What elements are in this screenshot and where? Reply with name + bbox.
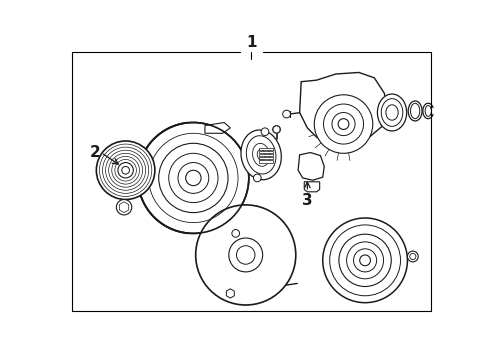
- Circle shape: [232, 230, 240, 237]
- Text: 3: 3: [302, 193, 313, 208]
- Ellipse shape: [408, 101, 422, 121]
- Polygon shape: [259, 160, 273, 163]
- Circle shape: [408, 251, 418, 262]
- Circle shape: [138, 122, 249, 233]
- Circle shape: [272, 126, 280, 133]
- Polygon shape: [215, 222, 249, 243]
- Circle shape: [314, 95, 373, 153]
- Polygon shape: [259, 157, 273, 159]
- Circle shape: [97, 141, 155, 199]
- Circle shape: [261, 128, 269, 136]
- Polygon shape: [304, 182, 319, 192]
- Text: 1: 1: [246, 35, 256, 50]
- Circle shape: [283, 110, 291, 118]
- Text: 2: 2: [90, 145, 100, 160]
- Polygon shape: [259, 151, 273, 153]
- Ellipse shape: [377, 94, 407, 131]
- Circle shape: [196, 205, 296, 305]
- Circle shape: [253, 174, 261, 182]
- Polygon shape: [300, 72, 388, 145]
- Polygon shape: [226, 289, 234, 298]
- Polygon shape: [259, 148, 273, 150]
- Circle shape: [339, 234, 392, 287]
- Circle shape: [323, 218, 408, 303]
- Circle shape: [229, 238, 263, 272]
- Polygon shape: [120, 202, 129, 213]
- Circle shape: [122, 166, 129, 174]
- Polygon shape: [298, 153, 324, 180]
- Circle shape: [117, 199, 132, 215]
- Ellipse shape: [241, 130, 281, 180]
- Polygon shape: [205, 122, 230, 133]
- Polygon shape: [273, 126, 280, 133]
- Polygon shape: [259, 154, 273, 156]
